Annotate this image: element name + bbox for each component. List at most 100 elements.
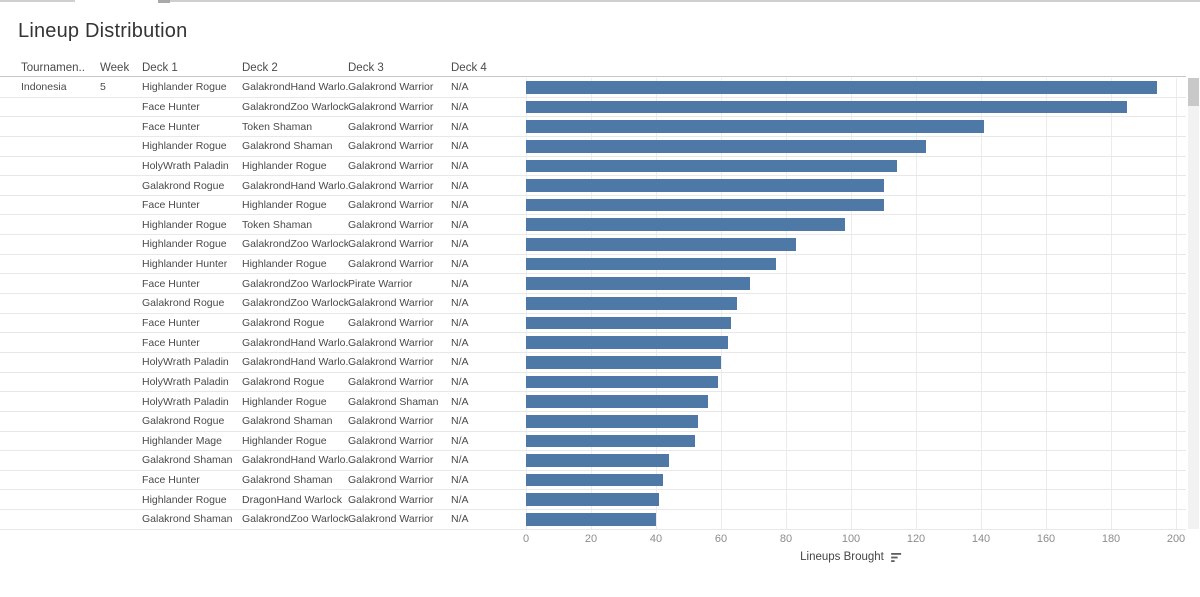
- bar[interactable]: [526, 277, 751, 291]
- bar[interactable]: [526, 218, 845, 232]
- table-row: Galakrond Rogue GalakrondZoo Warlock Galak…: [0, 294, 1186, 314]
- header-deck4[interactable]: Deck 4: [451, 62, 487, 74]
- bar-cell: [521, 333, 1186, 352]
- header-deck2[interactable]: Deck 2: [242, 62, 278, 74]
- bar-cell: [521, 215, 1186, 234]
- cell-tournament: Indonesia: [21, 81, 67, 94]
- bar-cell: [521, 176, 1186, 195]
- bar-cell: [521, 235, 1186, 254]
- bar[interactable]: [526, 395, 708, 408]
- cell-deck4: N/A: [451, 356, 469, 369]
- bar[interactable]: [526, 336, 728, 349]
- cell-deck4: N/A: [451, 159, 469, 172]
- cell-deck2: GalakrondZoo Warlock: [242, 513, 348, 526]
- table-row: Highlander Rogue DragonHand Warlock Galakr…: [0, 490, 1186, 511]
- cell-deck3: Galakrond Warrior: [348, 356, 434, 369]
- bar-cell: [521, 98, 1186, 117]
- table-row: Highlander Mage Highlander Rogue Galakrond…: [0, 432, 1186, 452]
- header-deck3[interactable]: Deck 3: [348, 62, 384, 74]
- table-row: HolyWrath Paladin Highlander Rogue Galakro…: [0, 157, 1186, 177]
- vertical-scrollbar-thumb[interactable]: [1188, 78, 1199, 106]
- cell-deck4: N/A: [451, 317, 469, 329]
- cell-deck4: N/A: [451, 81, 469, 94]
- cell-deck4: N/A: [451, 218, 469, 231]
- x-axis-label: Lineups Brought: [800, 551, 884, 563]
- cell-deck3: Galakrond Warrior: [348, 415, 434, 428]
- bar-cell: [521, 353, 1186, 372]
- bar[interactable]: [526, 81, 1157, 94]
- cell-deck3: Galakrond Warrior: [348, 140, 434, 153]
- cell-deck4: N/A: [451, 336, 469, 349]
- cell-deck3: Galakrond Warrior: [348, 474, 434, 487]
- table-row: Highlander Rogue Galakrond Shaman Galakron…: [0, 137, 1186, 157]
- table-row: Galakrond Rogue Galakrond Shaman Galakrond…: [0, 412, 1186, 432]
- cell-deck4: N/A: [451, 238, 469, 251]
- bar[interactable]: [526, 513, 656, 526]
- cell-deck1: Highlander Rogue: [142, 493, 227, 506]
- cell-deck3: Galakrond Warrior: [348, 159, 434, 172]
- header-tournament[interactable]: Tournamen..: [21, 62, 85, 74]
- table-row: Face Hunter GalakrondZoo Warlock Galakrond…: [0, 98, 1186, 118]
- bar-cell: [521, 196, 1186, 215]
- bar[interactable]: [526, 179, 884, 192]
- cell-deck3: Galakrond Warrior: [348, 218, 434, 231]
- window-edge-notch: [158, 0, 170, 3]
- bar-cell: [521, 255, 1186, 274]
- cell-deck2: Highlander Rogue: [242, 199, 327, 212]
- cell-deck4: N/A: [451, 493, 469, 506]
- bar[interactable]: [526, 120, 985, 133]
- table-row: Highlander Hunter Highlander Rogue Galakro…: [0, 255, 1186, 275]
- vertical-scrollbar-track[interactable]: [1188, 78, 1199, 529]
- cell-deck2: DragonHand Warlock: [242, 493, 342, 506]
- bar[interactable]: [526, 257, 777, 271]
- table-row: Indonesia 5 Highlander Rogue GalakrondHand …: [0, 78, 1186, 98]
- cell-deck1: Highlander Rogue: [142, 140, 227, 153]
- bar[interactable]: [526, 100, 1128, 114]
- cell-deck1: Face Hunter: [142, 100, 200, 113]
- cell-deck3: Galakrond Warrior: [348, 434, 434, 447]
- bar[interactable]: [526, 355, 721, 369]
- header-deck1[interactable]: Deck 1: [142, 62, 178, 74]
- bar[interactable]: [526, 297, 738, 310]
- cell-deck2: GalakrondHand Warlo..: [242, 179, 348, 192]
- x-tick-label: 200: [1166, 533, 1186, 545]
- table-row: HolyWrath Paladin Galakrond Rogue Galakron…: [0, 373, 1186, 393]
- x-tick-label: 60: [714, 533, 728, 545]
- bar-cell: [521, 471, 1186, 490]
- cell-deck2: GalakrondHand Warlo..: [242, 336, 348, 349]
- bar[interactable]: [526, 375, 718, 389]
- header-week[interactable]: Week: [100, 62, 130, 74]
- bar[interactable]: [526, 493, 660, 507]
- cell-deck2: GalakrondHand Warlo..: [242, 81, 348, 94]
- cell-deck4: N/A: [451, 375, 469, 388]
- bar[interactable]: [526, 434, 695, 448]
- cell-deck2: GalakrondZoo Warlock: [242, 297, 348, 310]
- bar[interactable]: [526, 238, 796, 251]
- bar[interactable]: [526, 198, 884, 212]
- bar[interactable]: [526, 139, 926, 153]
- cell-deck2: Galakrond Rogue: [242, 317, 325, 329]
- bar[interactable]: [526, 159, 897, 173]
- cell-deck2: GalakrondZoo Warlock: [242, 238, 348, 251]
- cell-deck4: N/A: [451, 474, 469, 487]
- cell-deck1: Highlander Rogue: [142, 238, 227, 251]
- table-row: Galakrond Shaman GalakrondHand Warlo.. Gal…: [0, 451, 1186, 471]
- cell-deck2: Galakrond Rogue: [242, 375, 325, 388]
- bar-cell: [521, 117, 1186, 136]
- bar[interactable]: [526, 316, 731, 330]
- sort-descending-icon[interactable]: [890, 552, 902, 563]
- table-row: Galakrond Rogue GalakrondHand Warlo.. Gala…: [0, 176, 1186, 196]
- cell-deck3: Galakrond Warrior: [348, 336, 434, 349]
- cell-deck2: Highlander Rogue: [242, 434, 327, 447]
- x-axis-title: Lineups Brought: [800, 551, 902, 563]
- x-tick-label: 120: [906, 533, 926, 545]
- cell-deck4: N/A: [451, 199, 469, 212]
- table-row: Face Hunter Galakrond Rogue Galakrond Warr…: [0, 314, 1186, 334]
- table-row: Highlander Rogue GalakrondZoo Warlock Gala…: [0, 235, 1186, 255]
- bar[interactable]: [526, 473, 663, 487]
- bar[interactable]: [526, 454, 669, 467]
- window-edge-strip: [0, 0, 75, 2]
- bar[interactable]: [526, 414, 699, 428]
- cell-deck2: GalakrondZoo Warlock: [242, 277, 348, 290]
- cell-deck2: GalakrondHand Warlo..: [242, 356, 348, 369]
